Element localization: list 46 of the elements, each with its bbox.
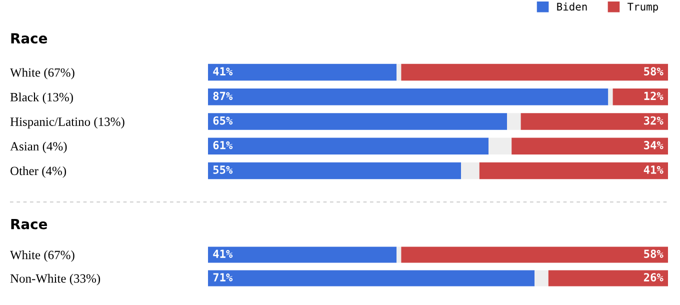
bar xyxy=(208,162,461,180)
data-label: 58% xyxy=(644,67,664,76)
bar xyxy=(512,138,668,154)
bar xyxy=(208,113,507,130)
data-label: 34% xyxy=(644,140,664,150)
data-label: 12% xyxy=(644,92,664,100)
bar xyxy=(396,64,402,81)
y-tick-label: Asian (4%) xyxy=(10,142,67,154)
data-label: 41% xyxy=(213,67,233,76)
y-tick-label: White (67%) xyxy=(10,68,74,80)
bar xyxy=(208,270,535,286)
data-label: 55% xyxy=(213,166,233,174)
data-label: 87% xyxy=(213,92,233,100)
data-label: 58% xyxy=(644,250,664,258)
bar xyxy=(461,162,480,180)
text: Race xyxy=(11,218,48,230)
data-label: 65% xyxy=(213,116,233,125)
bar xyxy=(401,246,668,263)
bar xyxy=(548,270,668,286)
y-tick-label: Other (4%) xyxy=(10,166,66,178)
bar xyxy=(479,162,668,180)
bar xyxy=(608,88,613,106)
legend-label: Trump xyxy=(628,2,658,13)
data-label: 61% xyxy=(213,140,233,150)
text: Race xyxy=(11,33,48,44)
bar xyxy=(396,246,402,263)
bar xyxy=(208,64,397,81)
bar xyxy=(401,64,668,81)
data-label: 41% xyxy=(213,250,233,258)
legend-label: Biden xyxy=(557,2,587,11)
data-label: 26% xyxy=(644,273,664,282)
bar xyxy=(208,138,489,154)
data-label: 71% xyxy=(213,273,233,282)
data-label: 32% xyxy=(644,116,664,125)
y-tick-label: Non-White (33%) xyxy=(10,274,100,286)
bar xyxy=(507,113,521,130)
bar xyxy=(208,88,608,106)
bar xyxy=(208,246,397,263)
bar xyxy=(520,113,668,130)
y-tick-label: White (67%) xyxy=(10,250,74,262)
bar xyxy=(612,88,668,106)
data-label: 41% xyxy=(644,166,664,174)
y-tick-label: Black (13%) xyxy=(10,92,73,104)
bar xyxy=(488,138,512,154)
y-tick-label: Hispanic/Latino (13%) xyxy=(10,117,124,128)
bar xyxy=(534,270,548,286)
